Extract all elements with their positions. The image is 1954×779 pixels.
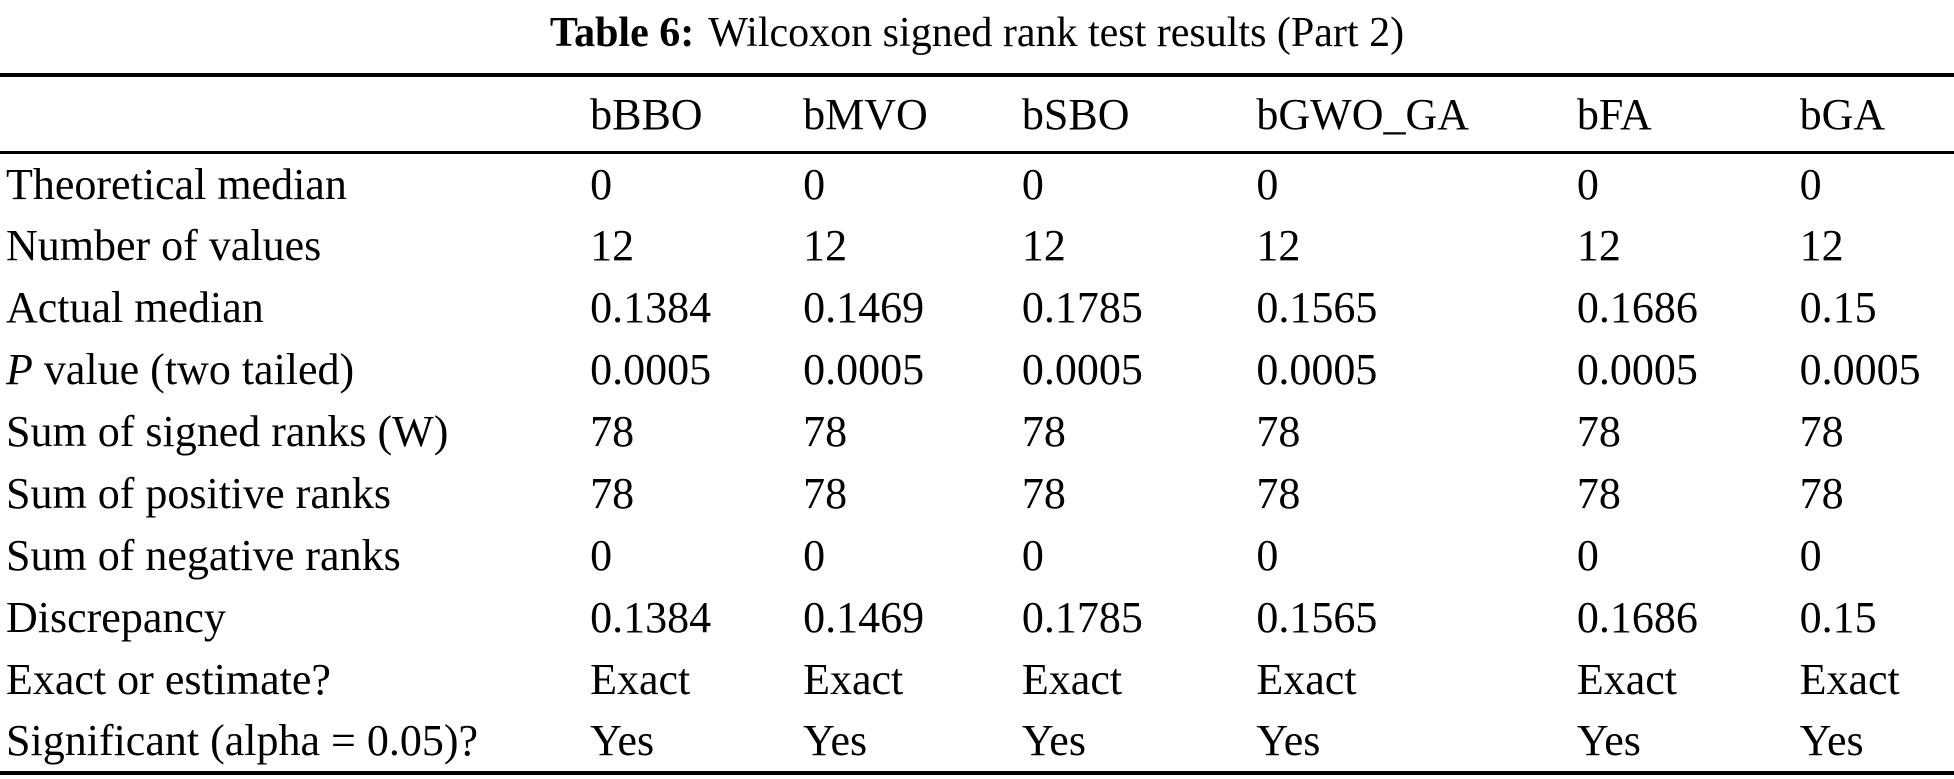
cell: 0 bbox=[1256, 159, 1279, 209]
cell: 12 bbox=[1576, 221, 1621, 270]
header-row: bBBO bMVO bSBO bGWO_GA bFA bGA bbox=[0, 75, 1954, 154]
cell: 0.1785 bbox=[1021, 593, 1143, 642]
cell: 0.1469 bbox=[803, 593, 925, 642]
cell: 0 bbox=[590, 531, 613, 580]
cell: 78 bbox=[590, 469, 635, 518]
cell: 78 bbox=[1021, 469, 1066, 518]
table-row-significant: Significant (alpha = 0.05)? Yes Yes Yes … bbox=[0, 711, 1954, 773]
cell: 0.1565 bbox=[1256, 593, 1378, 642]
cell: 0.0005 bbox=[1799, 345, 1921, 394]
column-header-bsbo: bSBO bbox=[1021, 75, 1257, 154]
cell: Exact bbox=[590, 655, 691, 704]
cell: 0 bbox=[1021, 531, 1044, 580]
cell: 0.0005 bbox=[1576, 345, 1698, 394]
cell: 0.1469 bbox=[803, 283, 925, 332]
cell: 0 bbox=[1799, 159, 1822, 209]
table-row-theoretical-median: Theoretical median 0 0 0 0 0 0 bbox=[0, 153, 1954, 215]
cell: 0.1686 bbox=[1576, 283, 1698, 332]
cell: 0.15 bbox=[1799, 593, 1877, 642]
cell: Exact bbox=[1799, 655, 1900, 704]
cell: Exact bbox=[1256, 655, 1357, 704]
cell: 78 bbox=[1256, 407, 1301, 456]
cell: Yes bbox=[1576, 716, 1641, 765]
cell: 12 bbox=[590, 221, 635, 270]
row-label: Sum of positive ranks bbox=[6, 469, 391, 518]
column-header-bgwo-ga: bGWO_GA bbox=[1256, 75, 1577, 154]
row-label: Discrepancy bbox=[6, 593, 226, 642]
row-label: Exact or estimate? bbox=[6, 655, 331, 704]
cell: Yes bbox=[1256, 716, 1321, 765]
cell: 0 bbox=[1576, 531, 1599, 580]
table-row-discrepancy: Discrepancy 0.1384 0.1469 0.1785 0.1565 … bbox=[0, 587, 1954, 649]
column-header-bga: bGA bbox=[1799, 75, 1954, 154]
cell: 0.1384 bbox=[590, 593, 712, 642]
row-label: Significant (alpha = 0.05)? bbox=[6, 716, 479, 765]
cell: Yes bbox=[803, 716, 868, 765]
cell: 12 bbox=[1256, 221, 1301, 270]
cell: 0.0005 bbox=[1021, 345, 1143, 394]
cell: 0.0005 bbox=[590, 345, 712, 394]
cell: 12 bbox=[1799, 221, 1844, 270]
column-header-bbbo: bBBO bbox=[590, 75, 804, 154]
row-label: Sum of negative ranks bbox=[6, 531, 401, 580]
row-label: P value (two tailed) bbox=[0, 339, 590, 401]
row-label: Number of values bbox=[6, 221, 322, 270]
cell: 0 bbox=[1021, 159, 1044, 209]
table-row-number-of-values: Number of values 12 12 12 12 12 12 bbox=[0, 215, 1954, 277]
cell: 78 bbox=[590, 407, 635, 456]
cell: 0.1686 bbox=[1576, 593, 1698, 642]
table-caption: Table 6: Wilcoxon signed rank test result… bbox=[0, 0, 1954, 73]
table-row-sum-positive-ranks: Sum of positive ranks 78 78 78 78 78 78 bbox=[0, 463, 1954, 525]
cell: 78 bbox=[1021, 407, 1066, 456]
cell: 78 bbox=[1799, 469, 1844, 518]
cell: 12 bbox=[803, 221, 848, 270]
column-header-bfa: bFA bbox=[1576, 75, 1800, 154]
table-caption-title: Wilcoxon signed rank test results (Part … bbox=[708, 10, 1405, 56]
cell: 78 bbox=[1576, 469, 1621, 518]
cell: Yes bbox=[1799, 716, 1864, 765]
cell: 78 bbox=[1576, 407, 1621, 456]
row-label-rest: value (two tailed) bbox=[32, 345, 355, 394]
column-header-bmvo: bMVO bbox=[803, 75, 1022, 154]
cell: 78 bbox=[1256, 469, 1301, 518]
cell: 0 bbox=[803, 159, 826, 209]
cell: Exact bbox=[803, 655, 904, 704]
cell: 0.1785 bbox=[1021, 283, 1143, 332]
table-row-exact-or-estimate: Exact or estimate? Exact Exact Exact Exa… bbox=[0, 649, 1954, 711]
cell: 0 bbox=[1576, 159, 1599, 209]
cell: Yes bbox=[1021, 716, 1086, 765]
cell: 0.1384 bbox=[590, 283, 712, 332]
cell: 0.0005 bbox=[803, 345, 925, 394]
table-row-sum-signed-ranks: Sum of signed ranks (W) 78 78 78 78 78 7… bbox=[0, 401, 1954, 463]
cell: 78 bbox=[1799, 407, 1844, 456]
cell: 0 bbox=[590, 159, 613, 209]
row-label: Actual median bbox=[6, 283, 264, 332]
row-label: Theoretical median bbox=[6, 159, 347, 209]
cell: Yes bbox=[590, 716, 655, 765]
cell: 0 bbox=[1256, 531, 1279, 580]
table-row-actual-median: Actual median 0.1384 0.1469 0.1785 0.156… bbox=[0, 277, 1954, 339]
table-row-p-value: P value (two tailed) 0.0005 0.0005 0.000… bbox=[0, 339, 1954, 401]
cell: 78 bbox=[803, 469, 848, 518]
cell: 12 bbox=[1021, 221, 1066, 270]
cell: 0 bbox=[1799, 531, 1822, 580]
header-empty-cell bbox=[0, 75, 591, 154]
cell: 78 bbox=[803, 407, 848, 456]
cell: 0 bbox=[803, 531, 826, 580]
cell: Exact bbox=[1576, 655, 1678, 704]
row-label-italic-p: P bbox=[6, 345, 33, 394]
table-caption-number: Table 6: bbox=[549, 10, 695, 56]
cell: 0.1565 bbox=[1256, 283, 1378, 332]
cell: 0.15 bbox=[1799, 283, 1877, 332]
cell: Exact bbox=[1021, 655, 1123, 704]
row-label: Sum of signed ranks (W) bbox=[6, 407, 449, 456]
cell: 0.0005 bbox=[1256, 345, 1378, 394]
wilcoxon-results-table: bBBO bMVO bSBO bGWO_GA bFA bGA Theoretic… bbox=[0, 73, 1954, 775]
table-row-sum-negative-ranks: Sum of negative ranks 0 0 0 0 0 0 bbox=[0, 525, 1954, 587]
